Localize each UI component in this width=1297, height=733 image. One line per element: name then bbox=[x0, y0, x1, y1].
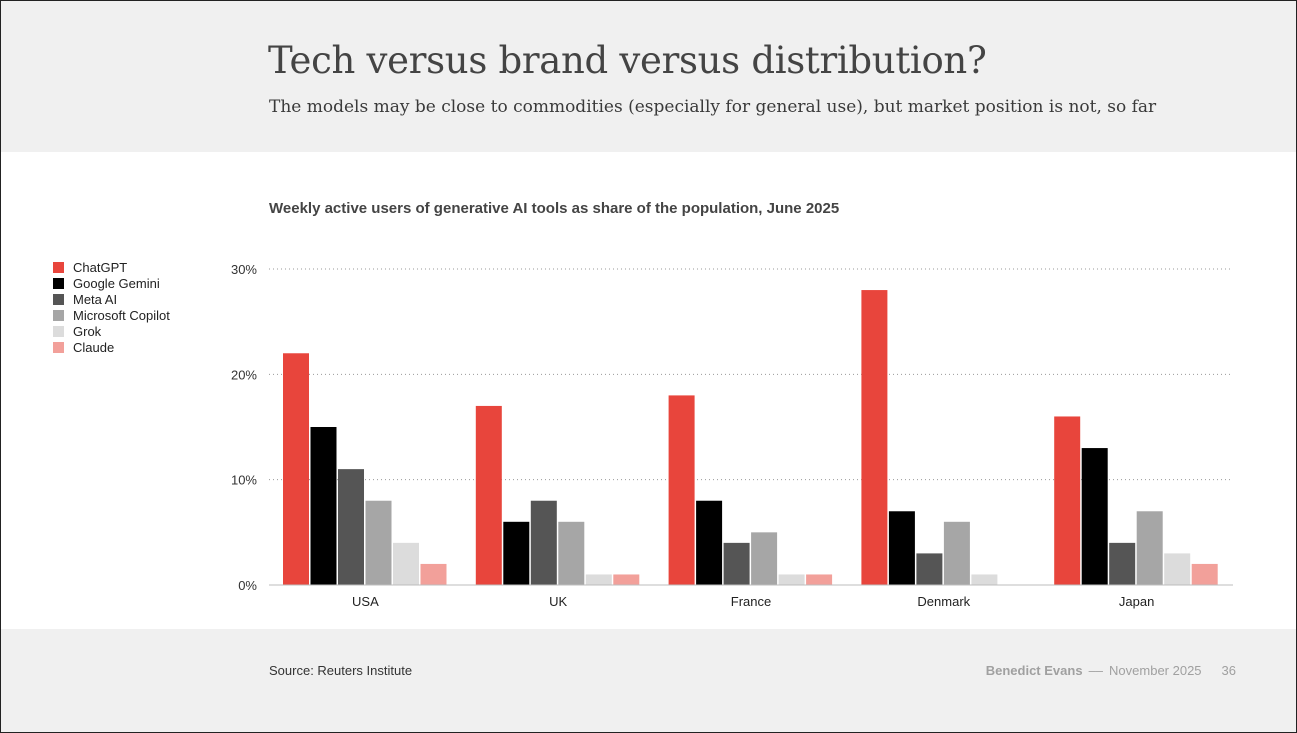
legend-swatch bbox=[53, 261, 64, 273]
bar-microsoft-copilot-uk bbox=[558, 521, 585, 585]
x-tick-label: Japan bbox=[1119, 594, 1154, 609]
bar-grok-japan bbox=[1164, 553, 1191, 585]
legend-swatch bbox=[53, 309, 64, 321]
bar-microsoft-copilot-denmark bbox=[943, 521, 970, 585]
bar-google-gemini-japan bbox=[1081, 448, 1108, 585]
byline-date: November 2025 bbox=[1109, 663, 1202, 678]
y-tick-label: 0% bbox=[238, 578, 257, 593]
legend-swatch bbox=[53, 293, 64, 305]
legend-swatch bbox=[53, 277, 64, 289]
legend-label: ChatGPT bbox=[73, 259, 128, 275]
bar-chatgpt-uk bbox=[475, 405, 502, 585]
y-tick-label: 10% bbox=[231, 473, 257, 488]
bar-chart: 0% 10% 20% 30% USA UK France Denmark Japan bbox=[231, 262, 1233, 609]
bar-claude-japan bbox=[1191, 563, 1218, 585]
bar-meta-ai-japan bbox=[1109, 542, 1136, 585]
byline-separator: –– bbox=[1088, 663, 1104, 678]
bar-claude-uk bbox=[613, 574, 640, 585]
source-note: Source: Reuters Institute bbox=[269, 663, 413, 678]
legend-item-meta-ai: Meta AI bbox=[53, 291, 170, 307]
bar-google-gemini-denmark bbox=[888, 511, 915, 585]
bar-claude-usa bbox=[420, 563, 447, 585]
bar-claude-france bbox=[806, 574, 833, 585]
bar-grok-uk bbox=[585, 574, 612, 585]
legend-item-grok: Grok bbox=[53, 323, 170, 339]
slide-subtitle: The models may be close to commodities (… bbox=[269, 97, 1157, 117]
bar-grok-france bbox=[778, 574, 805, 585]
chart-legend: ChatGPT Google Gemini Meta AI Microsoft Cop… bbox=[53, 259, 170, 355]
bar-chatgpt-france bbox=[668, 395, 695, 585]
legend-item-google-gemini: Google Gemini bbox=[53, 275, 170, 291]
legend-label: Google Gemini bbox=[73, 275, 160, 291]
legend-label: Grok bbox=[73, 323, 102, 339]
bar-microsoft-copilot-france bbox=[751, 532, 778, 585]
slide-header: Tech versus brand versus distribution? T… bbox=[1, 1, 1296, 152]
bar-google-gemini-uk bbox=[503, 521, 530, 585]
x-tick-label: Denmark bbox=[917, 594, 970, 609]
legend-label: Meta AI bbox=[73, 291, 118, 307]
bar-microsoft-copilot-japan bbox=[1136, 511, 1163, 585]
legend-swatch bbox=[53, 325, 64, 337]
bar-google-gemini-usa bbox=[310, 427, 337, 585]
y-tick-label: 30% bbox=[231, 262, 257, 277]
byline: Benedict Evans –– November 2025 36 bbox=[986, 663, 1236, 678]
bar-meta-ai-denmark bbox=[916, 553, 943, 585]
page-number: 36 bbox=[1221, 663, 1236, 678]
bar-chatgpt-usa bbox=[283, 353, 309, 585]
y-tick-label: 20% bbox=[231, 367, 257, 382]
bar-chatgpt-japan bbox=[1054, 416, 1081, 585]
slide-title: Tech versus brand versus distribution? bbox=[268, 39, 987, 82]
bar-microsoft-copilot-usa bbox=[365, 500, 392, 585]
x-tick-label: UK bbox=[549, 594, 567, 609]
bar-meta-ai-usa bbox=[338, 469, 364, 585]
chart-title: Weekly active users of generative AI too… bbox=[269, 200, 840, 217]
legend-item-microsoft-copilot: Microsoft Copilot bbox=[53, 307, 170, 323]
bar-grok-usa bbox=[393, 542, 419, 585]
legend-item-chatgpt: ChatGPT bbox=[53, 259, 170, 275]
author-name: Benedict Evans bbox=[985, 663, 1083, 678]
slide-footer: Source: Reuters Institute Benedict Evans… bbox=[1, 629, 1296, 732]
bar-meta-ai-uk bbox=[530, 500, 557, 585]
legend-label: Claude bbox=[73, 339, 115, 355]
legend-swatch bbox=[53, 341, 64, 353]
legend-item-claude: Claude bbox=[53, 339, 170, 355]
x-tick-label: USA bbox=[352, 594, 379, 609]
bar-chatgpt-denmark bbox=[861, 290, 888, 585]
legend-label: Microsoft Copilot bbox=[73, 307, 170, 323]
x-tick-label: France bbox=[731, 594, 771, 609]
bar-meta-ai-france bbox=[723, 542, 750, 585]
bar-google-gemini-france bbox=[696, 500, 723, 585]
bar-grok-denmark bbox=[971, 574, 998, 585]
